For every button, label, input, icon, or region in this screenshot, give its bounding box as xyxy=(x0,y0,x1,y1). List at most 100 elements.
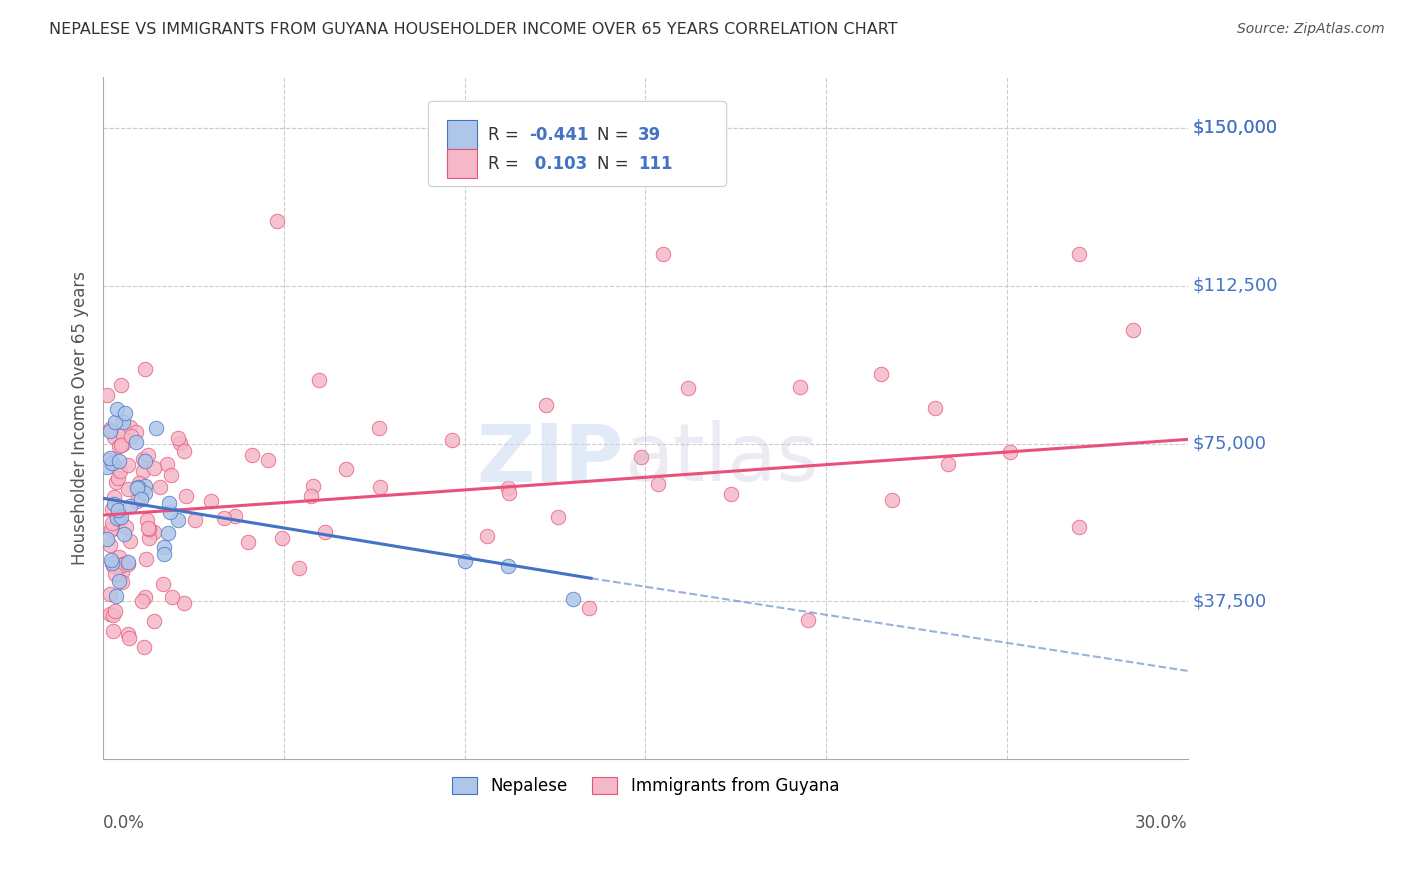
Point xyxy=(98,424,121,438)
Point xyxy=(166,431,188,445)
Point xyxy=(103,430,125,444)
Text: ZIP: ZIP xyxy=(477,420,624,499)
Point xyxy=(287,561,309,575)
Point xyxy=(117,555,139,569)
Point xyxy=(111,574,134,589)
Point xyxy=(136,521,159,535)
Point xyxy=(111,436,134,450)
Point xyxy=(1122,323,1144,337)
Text: -0.441: -0.441 xyxy=(529,126,589,144)
Text: $37,500: $37,500 xyxy=(1194,592,1267,610)
Point xyxy=(135,551,157,566)
Point xyxy=(630,450,652,465)
Text: N =: N = xyxy=(596,154,634,172)
Point xyxy=(299,489,322,503)
Point xyxy=(314,524,336,539)
Point xyxy=(110,377,132,392)
Point xyxy=(98,587,121,601)
FancyBboxPatch shape xyxy=(429,102,727,186)
Point xyxy=(98,538,121,552)
Point xyxy=(266,213,288,227)
Point xyxy=(128,475,150,490)
Point xyxy=(110,438,132,452)
Point xyxy=(142,460,165,475)
Point xyxy=(547,510,569,524)
Point xyxy=(101,624,124,639)
Point xyxy=(236,534,259,549)
Point xyxy=(117,557,139,571)
Point xyxy=(108,439,131,453)
Point xyxy=(652,247,675,261)
Point xyxy=(118,631,141,645)
Point xyxy=(159,505,181,519)
Point xyxy=(125,481,148,495)
Point xyxy=(101,457,124,471)
Point xyxy=(100,553,122,567)
Text: 0.103: 0.103 xyxy=(529,154,588,172)
Text: $150,000: $150,000 xyxy=(1194,119,1278,137)
Point xyxy=(101,502,124,516)
Point xyxy=(368,421,391,435)
Point xyxy=(257,453,280,467)
Point xyxy=(98,607,121,621)
Point xyxy=(676,381,699,395)
Point xyxy=(160,467,183,482)
Text: R =: R = xyxy=(488,126,524,144)
Point xyxy=(98,422,121,436)
Bar xyxy=(447,120,477,149)
Point xyxy=(111,566,134,580)
Point xyxy=(173,596,195,610)
Point xyxy=(149,480,172,494)
Point xyxy=(127,494,149,508)
Point xyxy=(153,541,176,555)
Text: $75,000: $75,000 xyxy=(1194,434,1267,452)
Legend: Nepalese, Immigrants from Guyana: Nepalese, Immigrants from Guyana xyxy=(444,771,846,802)
Point xyxy=(101,522,124,536)
Point xyxy=(145,420,167,434)
Point xyxy=(96,459,118,474)
Point xyxy=(127,480,149,494)
Point xyxy=(200,494,222,508)
Point xyxy=(132,464,155,478)
Point xyxy=(1069,520,1091,534)
Point xyxy=(453,554,475,568)
Point xyxy=(135,513,157,527)
Point xyxy=(162,590,184,604)
Point xyxy=(136,448,159,462)
Point xyxy=(100,516,122,531)
Text: 111: 111 xyxy=(638,154,672,172)
Point xyxy=(240,449,263,463)
Point xyxy=(496,482,519,496)
Point xyxy=(111,427,134,442)
Point xyxy=(882,493,904,508)
Point xyxy=(107,503,129,517)
Point xyxy=(96,533,118,547)
Point xyxy=(270,531,292,545)
Point xyxy=(157,496,180,510)
Point xyxy=(114,406,136,420)
Point xyxy=(125,434,148,449)
Point xyxy=(100,523,122,537)
Point xyxy=(104,415,127,429)
Point xyxy=(111,558,134,572)
Point xyxy=(98,450,121,465)
Text: 39: 39 xyxy=(638,126,661,144)
Point xyxy=(720,487,742,501)
Bar xyxy=(447,149,477,178)
Point xyxy=(174,489,197,503)
Point xyxy=(111,416,134,430)
Point xyxy=(335,461,357,475)
Point xyxy=(114,520,136,534)
Point xyxy=(108,512,131,526)
Point xyxy=(107,509,129,524)
Point xyxy=(134,591,156,605)
Point xyxy=(111,558,134,572)
Point xyxy=(870,368,893,382)
Point xyxy=(131,483,153,497)
Point xyxy=(103,566,125,581)
Point xyxy=(212,511,235,525)
Point xyxy=(134,362,156,376)
Point xyxy=(101,456,124,470)
Point xyxy=(134,479,156,493)
Point xyxy=(110,509,132,524)
